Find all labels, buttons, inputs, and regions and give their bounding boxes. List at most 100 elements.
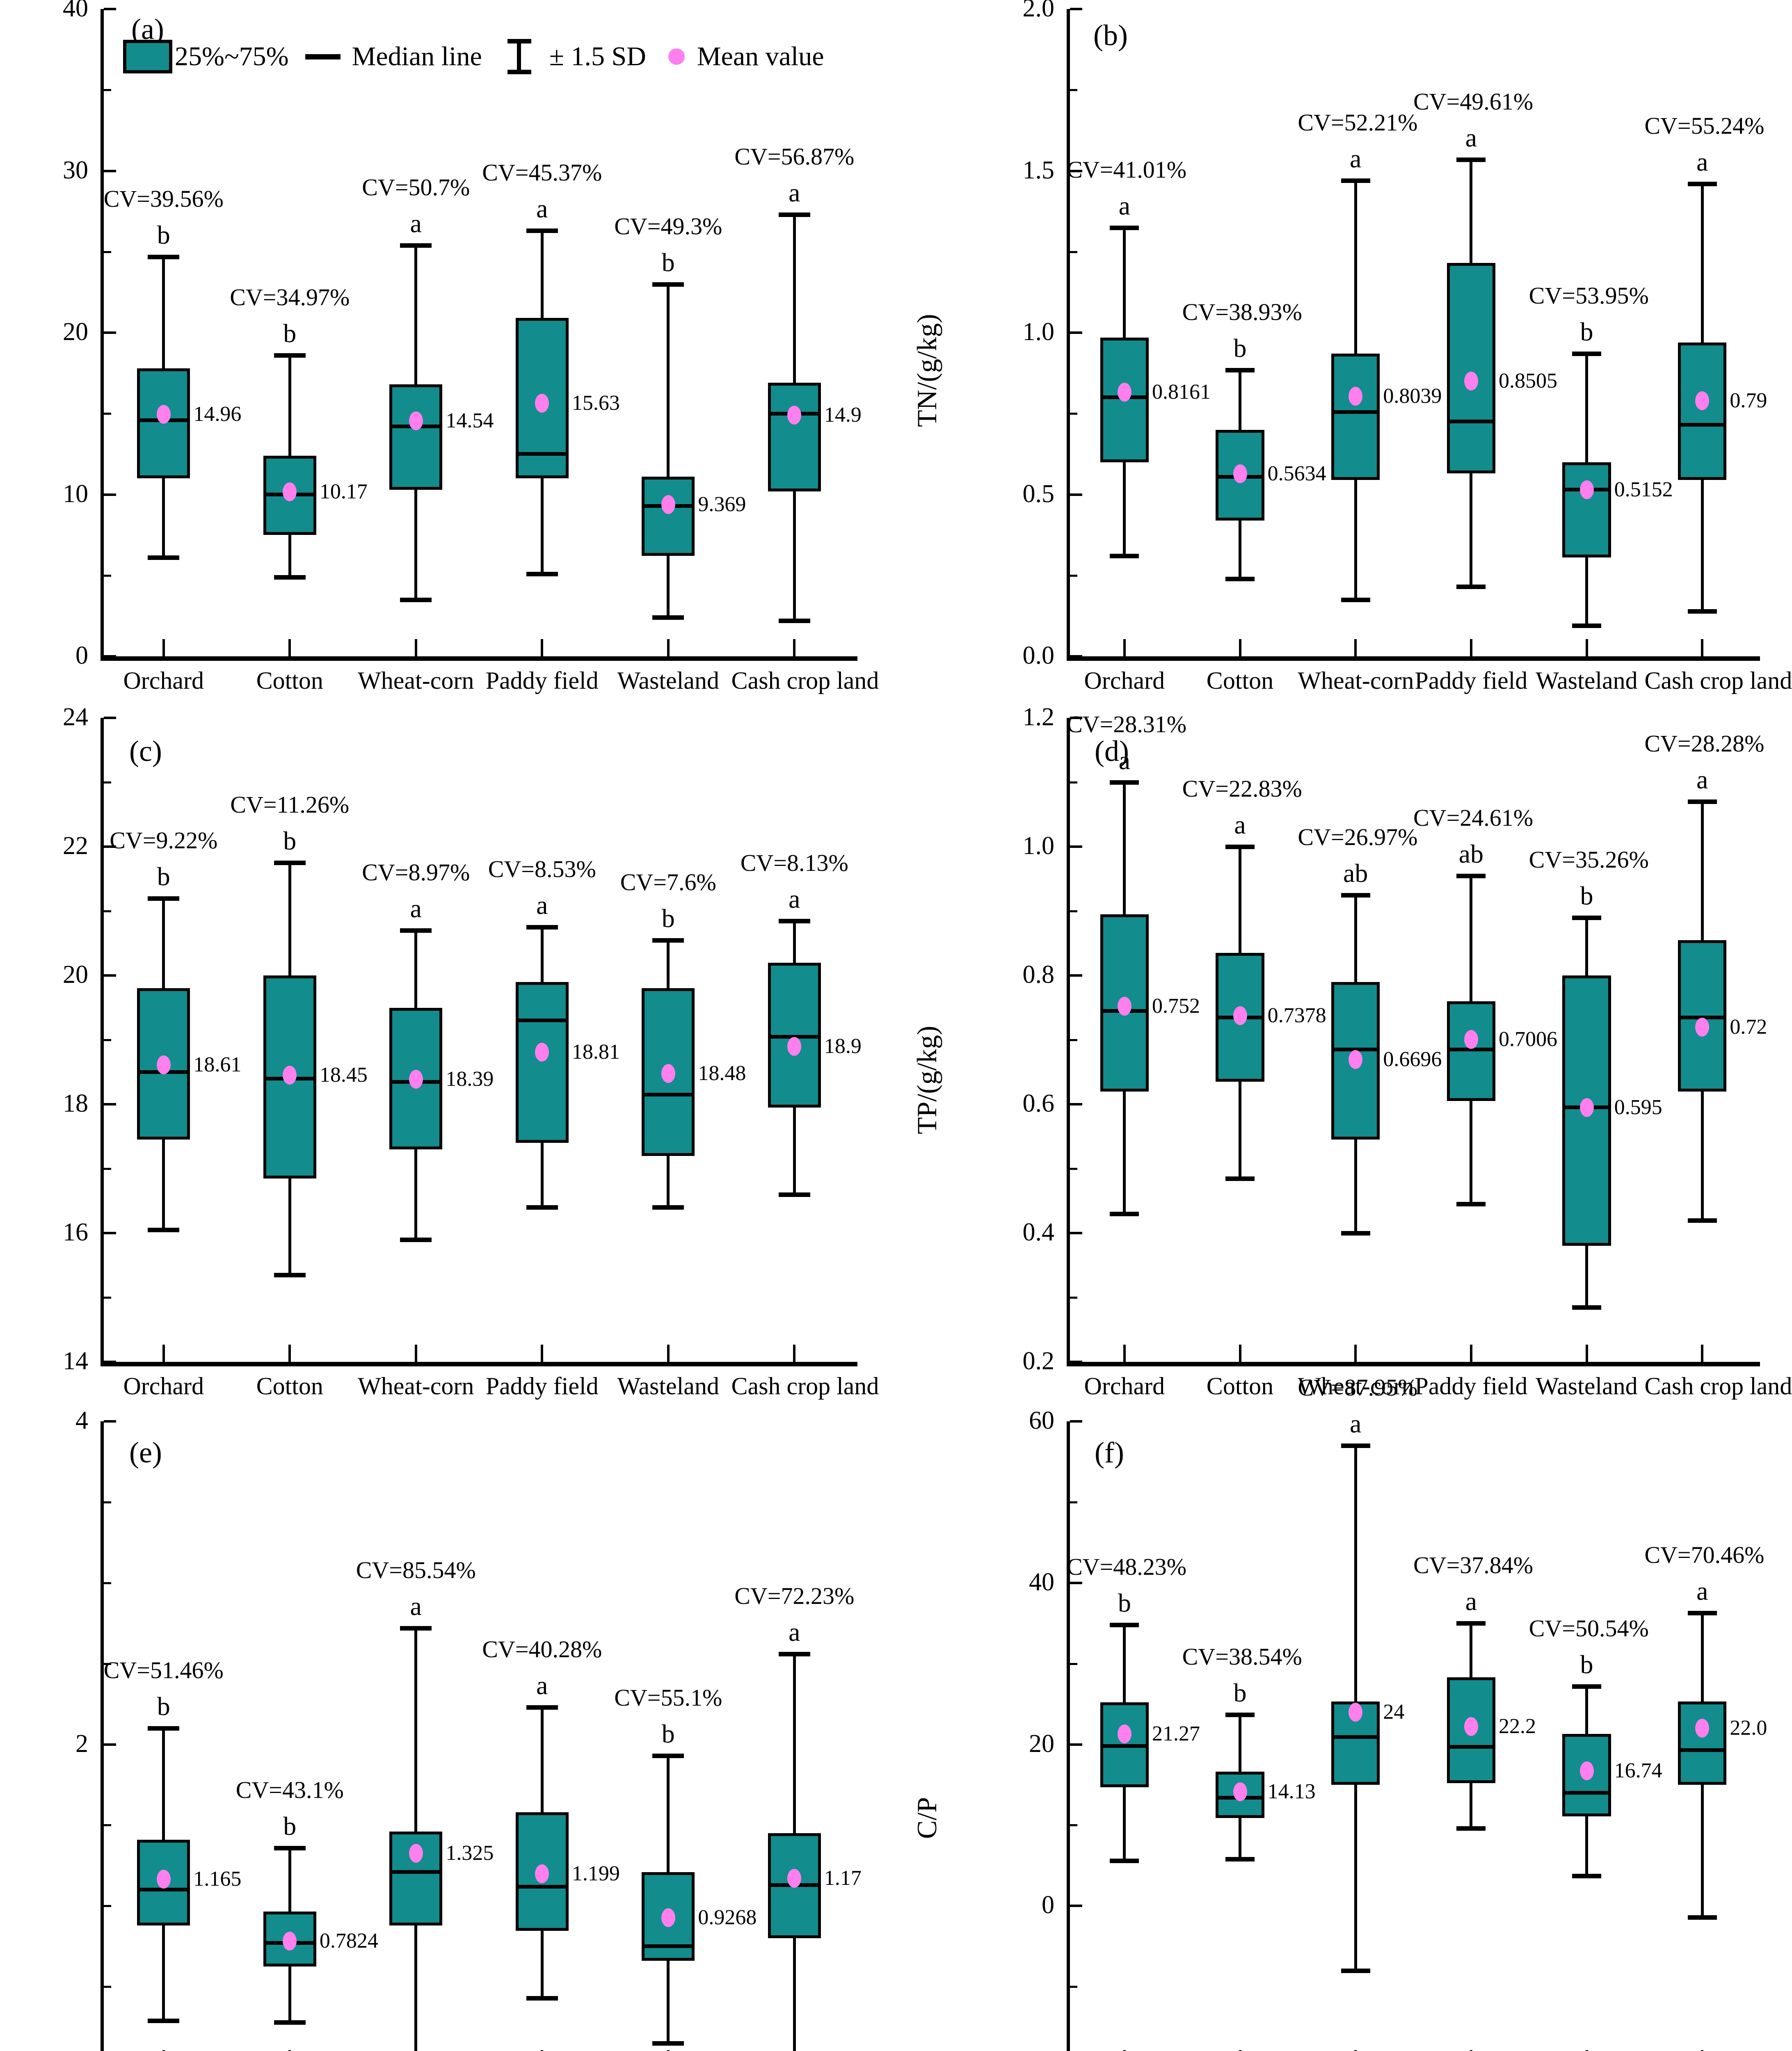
- mean-value-label: 0.7824: [319, 1929, 378, 1953]
- significance-letter: b: [1580, 1649, 1593, 1679]
- significance-letter: a: [1696, 765, 1708, 795]
- y-tick-minor: [1070, 574, 1077, 577]
- x-axis: [1067, 656, 1760, 661]
- x-tick-label: Orchard: [1084, 667, 1165, 694]
- cv-label: CV=39.56%: [103, 185, 224, 212]
- box-iqr: [515, 982, 569, 1143]
- cv-label: CV=49.61%: [1413, 88, 1534, 115]
- cv-label: CV=11.26%: [230, 791, 350, 818]
- whisker-cap-bottom: [148, 1228, 180, 1233]
- cv-label: CV=55.24%: [1644, 112, 1765, 139]
- x-tick-label: Wheat-corn: [1298, 1373, 1414, 1400]
- legend-median-swatch: [305, 54, 341, 59]
- mean-value-label: 0.8505: [1498, 369, 1557, 393]
- y-tick-label: 0: [75, 642, 88, 669]
- median-line: [1331, 1048, 1380, 1052]
- mean-value-label: 21.27: [1152, 1722, 1200, 1746]
- cv-label: CV=45.37%: [482, 159, 602, 186]
- mean-point: [1233, 464, 1247, 484]
- mean-value-label: 0.752: [1152, 994, 1200, 1018]
- y-tick-label: 20: [63, 961, 88, 989]
- cv-label: CV=41.01%: [1067, 156, 1187, 183]
- x-tick-label: Cotton: [256, 667, 323, 694]
- whisker-cap-bottom: [1341, 1968, 1370, 1973]
- x-tick: [162, 2050, 165, 2051]
- y-tick-label: 1.0: [1022, 832, 1055, 860]
- x-tick: [667, 2050, 670, 2051]
- y-tick-minor: [104, 251, 111, 253]
- cv-label: CV=56.87%: [734, 143, 855, 170]
- x-tick: [288, 1345, 291, 1362]
- x-tick-label: Paddy field: [1415, 1373, 1528, 1400]
- panel-label: (e): [129, 1436, 162, 1469]
- significance-letter: a: [410, 894, 422, 923]
- x-tick: [414, 639, 417, 656]
- y-tick-label: 40: [63, 0, 88, 22]
- whisker-cap-bottom: [526, 1996, 558, 2001]
- y-tick-label: 2: [75, 1729, 88, 1758]
- cv-label: CV=26.97%: [1298, 823, 1418, 850]
- legend: 25%~75% Median line ± 1.5 SD Mean value: [123, 39, 824, 74]
- mean-point: [787, 1037, 802, 1056]
- panel-label: (c): [129, 735, 162, 767]
- whisker-cap-top: [1341, 178, 1370, 183]
- x-axis: [1067, 1362, 1760, 1366]
- mean-value-label: 0.595: [1614, 1095, 1662, 1119]
- y-axis: [101, 718, 104, 1362]
- y-tick-major: [1070, 1361, 1082, 1363]
- y-tick-major: [1070, 8, 1082, 10]
- y-tick-minor: [104, 910, 111, 912]
- y-tick-minor: [1070, 1986, 1077, 1988]
- mean-value-label: 18.48: [698, 1061, 746, 1085]
- cv-label: CV=22.83%: [1182, 775, 1302, 802]
- whisker-cap-bottom: [1110, 554, 1139, 559]
- x-tick-label: Cash crop land: [731, 667, 879, 694]
- mean-value-label: 0.5634: [1267, 462, 1326, 486]
- cv-label: CV=50.7%: [362, 174, 470, 201]
- significance-letter: b: [1233, 333, 1247, 363]
- box-iqr: [1678, 342, 1727, 480]
- y-tick-major: [104, 8, 116, 10]
- significance-letter: a: [1118, 746, 1131, 775]
- significance-letter: a: [789, 178, 800, 207]
- significance-letter: a: [1118, 191, 1131, 220]
- x-tick: [1585, 639, 1588, 656]
- mean-point: [1349, 386, 1363, 406]
- x-tick: [541, 1345, 544, 1362]
- mean-value-label: 22.2: [1498, 1715, 1536, 1738]
- whisker-cap-top: [274, 353, 306, 358]
- x-tick-label: Wasteland: [1536, 667, 1638, 694]
- y-axis: [101, 9, 104, 656]
- mean-value-label: 15.63: [571, 391, 620, 415]
- y-tick-minor: [104, 1501, 111, 1503]
- y-tick-minor: [104, 1986, 111, 1988]
- x-tick: [1470, 639, 1472, 656]
- mean-point: [409, 411, 423, 431]
- x-tick: [162, 1345, 165, 1362]
- x-tick: [1239, 639, 1241, 656]
- y-tick-label: 20: [1029, 1729, 1054, 1758]
- significance-letter: b: [283, 826, 297, 856]
- mean-point: [1117, 997, 1131, 1016]
- mean-point: [1464, 1717, 1478, 1736]
- mean-value-label: 0.7378: [1267, 1003, 1326, 1027]
- y-tick-major: [1070, 169, 1082, 172]
- y-tick-major: [104, 493, 116, 496]
- whisker-cap-bottom: [1225, 1176, 1255, 1181]
- cv-label: CV=53.95%: [1529, 282, 1649, 309]
- mean-value-label: 18.45: [319, 1063, 368, 1087]
- cv-label: CV=35.26%: [1529, 846, 1649, 873]
- x-tick: [541, 2050, 544, 2051]
- cv-label: CV=51.46%: [103, 1657, 224, 1684]
- y-tick-label: 0.5: [1022, 480, 1055, 508]
- significance-letter: b: [661, 1719, 675, 1749]
- whisker-cap-top: [1341, 893, 1370, 898]
- mean-value-label: 0.72: [1730, 1015, 1767, 1039]
- cv-label: CV=43.1%: [235, 1776, 344, 1803]
- median-line: [389, 1870, 443, 1874]
- whisker-cap-bottom: [526, 571, 558, 576]
- y-tick-major: [1070, 845, 1082, 848]
- y-tick-major: [104, 169, 116, 172]
- x-tick: [288, 2050, 291, 2051]
